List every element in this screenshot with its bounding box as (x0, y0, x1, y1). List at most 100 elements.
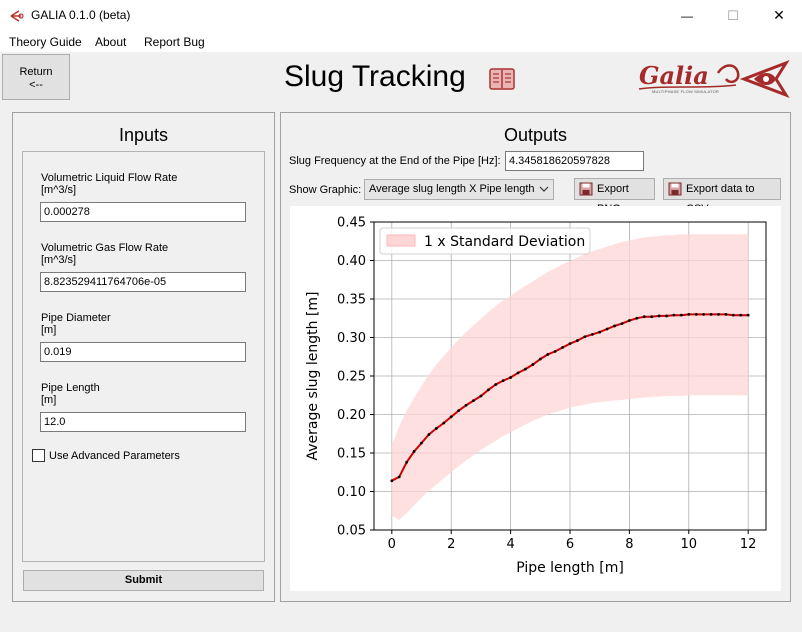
chevron-down-icon (539, 180, 549, 206)
liquid-flow-label: Volumetric Liquid Flow Rate (41, 172, 178, 184)
menu-about[interactable]: About (95, 35, 127, 49)
data-point (472, 399, 475, 403)
pipe-length-input[interactable] (40, 412, 246, 432)
liquid-flow-input[interactable] (40, 202, 246, 222)
data-point (509, 376, 513, 379)
data-point (657, 314, 661, 318)
advanced-parameters-label: Use Advanced Parameters (49, 450, 180, 462)
pipe-diameter-unit: [m] (41, 324, 57, 336)
data-point (583, 335, 587, 339)
export-png-button[interactable]: Export PNG (574, 178, 655, 215)
data-point (397, 475, 401, 479)
data-point (590, 333, 594, 336)
data-point (717, 313, 720, 316)
y-axis-label: Average slug length [m] (305, 292, 321, 461)
data-point (605, 327, 609, 331)
data-point (746, 313, 750, 317)
y-tick-label: 0.40 (337, 254, 366, 269)
pipe-diameter-label: Pipe Diameter (41, 312, 111, 324)
logo-text: Galia (639, 61, 709, 90)
advanced-parameters-checkbox[interactable] (32, 449, 45, 462)
graphic-select[interactable]: Average slug length X Pipe length (364, 179, 554, 200)
data-point (449, 415, 453, 419)
data-point (524, 367, 527, 371)
return-arrow: <-- (29, 79, 43, 91)
data-point (516, 371, 520, 375)
data-point (665, 314, 668, 318)
liquid-flow-unit: [m^3/s] (41, 184, 77, 196)
x-axis-label: Pipe length [m] (516, 560, 624, 576)
data-point (576, 339, 579, 342)
data-point (494, 383, 498, 386)
data-point (650, 315, 654, 319)
legend-box (379, 227, 591, 255)
menu-bar: Theory Guide About Report Bug (0, 31, 802, 52)
data-point (731, 313, 735, 317)
data-point (635, 316, 639, 320)
plot-canvas[interactable]: 0 2 4 6 8 10 12 0.05 0.10 0.15 0.20 0.25 0.30 0.35 0.4… (290, 206, 781, 591)
y-tick-label: 0.20 (337, 408, 366, 423)
data-point (687, 313, 691, 316)
data-point (405, 460, 409, 464)
data-point (642, 315, 646, 319)
galia-logo-graphic (638, 60, 790, 98)
book-icon[interactable] (489, 67, 515, 91)
gas-flow-input[interactable] (40, 272, 246, 292)
minimize-button[interactable]: — (664, 0, 710, 31)
y-tick-label: 0.45 (337, 216, 366, 231)
galia-logo: Galia MULTIPHASE FLOW SIMULATOR (636, 55, 796, 103)
data-point (486, 388, 490, 392)
data-point (412, 450, 416, 453)
legend-swatch (386, 234, 416, 247)
slug-frequency-label: Slug Frequency at the End of the Pipe [H… (289, 155, 501, 167)
gas-flow-label: Volumetric Gas Flow Rate (41, 242, 169, 254)
galia-app-icon (10, 10, 24, 22)
title-bar: GALIA 0.1.0 (beta) — ☐ ✕ (0, 0, 802, 31)
data-point (568, 342, 572, 346)
x-tick-label: 2 (447, 537, 455, 552)
data-point (679, 313, 683, 317)
x-tick-label: 4 (506, 537, 514, 552)
x-tick-label: 12 (740, 537, 757, 552)
return-label: Return (19, 66, 53, 78)
page-title: Slug Tracking (284, 60, 466, 93)
x-tick-label: 8 (625, 537, 633, 552)
slug-length-chart: 0 2 4 6 8 10 12 0.05 0.10 0.15 0.20 0.25 0.30 0.35 0.4… (305, 216, 767, 576)
graphic-select-value: Average slug length X Pipe length (369, 183, 535, 195)
pipe-length-unit: [m] (41, 394, 57, 406)
pipe-length-label: Pipe Length (41, 382, 100, 394)
submit-button[interactable]: Submit (23, 570, 264, 591)
data-point (479, 394, 483, 398)
x-tick-label: 6 (566, 537, 574, 552)
window-title: GALIA 0.1.0 (beta) (31, 8, 131, 22)
y-tick-label: 0.05 (337, 524, 366, 539)
std-deviation-band (391, 234, 749, 521)
data-point (724, 313, 728, 316)
data-point (434, 426, 438, 430)
data-point (546, 353, 550, 356)
slug-frequency-output[interactable] (505, 151, 644, 171)
minimize-icon: — (681, 8, 693, 23)
menu-theory-guide[interactable]: Theory Guide (9, 35, 82, 49)
data-point (457, 409, 461, 413)
y-tick-label: 0.25 (337, 370, 366, 385)
inputs-box (22, 151, 265, 562)
menu-report-bug[interactable]: Report Bug (144, 35, 205, 49)
show-graphic-label: Show Graphic: (289, 184, 362, 196)
close-button[interactable]: ✕ (756, 0, 802, 31)
data-point (427, 433, 431, 436)
data-point (598, 330, 602, 334)
data-point (390, 479, 394, 483)
data-point (627, 319, 631, 322)
save-icon (668, 182, 682, 203)
return-button[interactable]: Return <-- (2, 54, 70, 100)
data-point (702, 313, 706, 316)
data-point (538, 357, 542, 361)
logo-subtext: MULTIPHASE FLOW SIMULATOR (652, 89, 720, 94)
pipe-diameter-input[interactable] (40, 342, 246, 362)
data-point (739, 313, 743, 317)
data-point (694, 313, 698, 316)
data-point (620, 322, 624, 326)
export-csv-button[interactable]: Export data to CSV (663, 178, 781, 215)
maximize-button[interactable]: ☐ (710, 0, 756, 31)
